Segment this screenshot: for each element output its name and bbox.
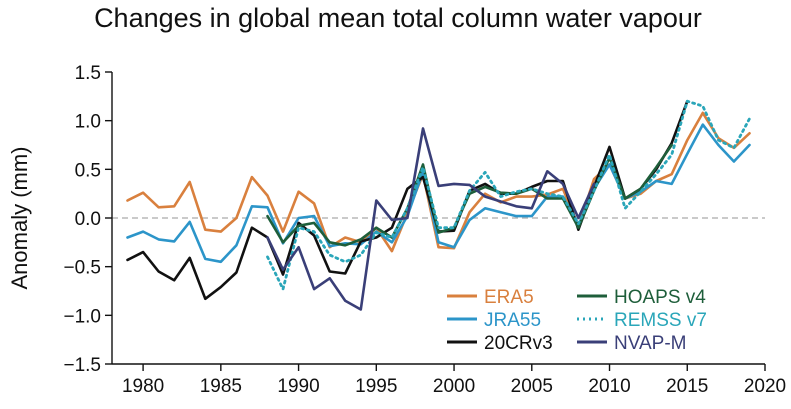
x-tick-label: 2010	[588, 376, 630, 397]
legend-label-remss-v7: REMSS v7	[614, 310, 707, 331]
legend-label-nvap-m: NVAP-M	[614, 333, 686, 354]
x-tick-label: 2005	[511, 376, 553, 397]
x-tick-label: 1990	[277, 376, 319, 397]
x-tick-label: 2000	[433, 376, 475, 397]
y-tick-label: −1.5	[63, 355, 101, 376]
x-tick-label: 1995	[355, 376, 397, 397]
y-tick-label: −1.0	[63, 306, 101, 327]
legend-label-jra55: JRA55	[484, 310, 541, 331]
legend-label-hoaps-v4: HOAPS v4	[614, 287, 706, 308]
x-tick-label: 2015	[666, 376, 708, 397]
y-tick-label: 0.5	[75, 160, 101, 181]
y-tick-label: 0.0	[75, 209, 101, 230]
y-tick-label: −0.5	[63, 258, 101, 279]
legend-label-era5: ERA5	[484, 287, 534, 308]
y-tick-label: 1.5	[75, 63, 101, 84]
series-line-remss-v7	[266, 99, 751, 291]
series-line-nvap-m	[266, 127, 596, 311]
y-tick-label: 1.0	[75, 112, 101, 133]
x-tick-label: 1980	[122, 376, 164, 397]
chart-title: Changes in global mean total column wate…	[94, 3, 702, 33]
x-tick-label: 2020	[744, 376, 786, 397]
series-line-jra55	[126, 123, 751, 264]
legend-label-20crv3: 20CRv3	[484, 333, 553, 354]
series-line-20crv3	[126, 99, 689, 301]
x-tick-label: 1985	[200, 376, 242, 397]
y-axis-label: Anomaly (mm)	[7, 146, 32, 289]
